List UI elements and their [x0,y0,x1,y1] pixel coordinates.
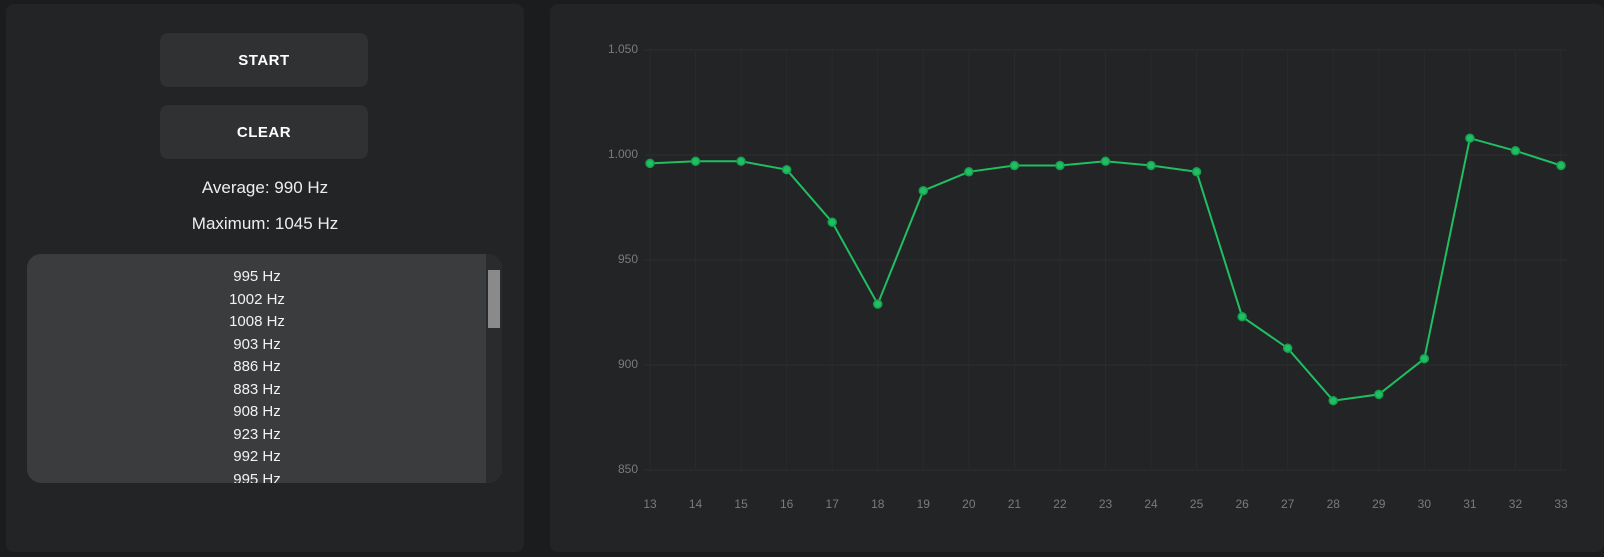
start-button[interactable]: START [160,33,368,87]
chart: 1.050 1.000 950 900 850 13 14 15 16 17 18 19 20 21 22 2… [608,42,1568,511]
chart-panel: 1.050 1.000 950 900 850 13 14 15 16 17 18 19 20 21 22 2… [550,4,1604,552]
x-tick-label: 29 [1372,497,1386,511]
point [1374,389,1384,400]
y-tick-label: 900 [618,357,638,371]
x-tick-label: 20 [962,497,976,511]
reading-item: 995 Hz [233,268,281,285]
x-tick-label: 32 [1509,497,1523,511]
x-tick-label: 22 [1053,497,1067,511]
x-tick-label: 33 [1554,497,1568,511]
reading-item: 1008 Hz [229,313,285,330]
point [827,217,837,227]
point [1191,167,1202,177]
point [873,299,883,309]
point [918,185,929,196]
readings-list[interactable]: 995 Hz 1002 Hz 1008 Hz 903 Hz 886 Hz 883 Hz 90… [27,254,502,483]
point [690,156,701,167]
point [1556,160,1566,171]
point [736,156,746,167]
point [645,158,655,169]
x-tick-label: 24 [1144,497,1158,511]
point [1009,160,1020,171]
x-tick-label: 25 [1190,497,1204,511]
reading-item: 903 Hz [233,335,281,353]
point [964,167,974,177]
point [1282,343,1293,353]
reading-item: 886 Hz [233,358,281,375]
x-tick-label: 31 [1463,497,1477,511]
y-tick-label: 1.050 [608,42,638,56]
reading-item: 923 Hz [233,425,281,443]
point [1510,146,1521,156]
average-text: Average: 990 Hz [201,178,329,197]
x-tick-label: 28 [1327,497,1341,511]
reading-item: 992 Hz [233,448,281,465]
reading-item: 995 Hz [233,470,281,484]
x-tick-label: 18 [871,497,885,511]
scroll-thumb[interactable] [488,270,500,328]
point [1419,353,1430,364]
x-tick-label: 27 [1281,497,1295,511]
x-tick-label: 16 [780,497,794,511]
point [1100,156,1111,167]
x-tick-label: 23 [1099,497,1113,511]
clear-button[interactable]: CLEAR [160,105,368,159]
maximum-text: Maximum: 1045 Hz [191,214,339,233]
point [1055,160,1065,171]
y-tick-label: 1.000 [608,147,638,161]
x-tick-label: 15 [734,497,748,511]
x-tick-label: 14 [689,497,703,511]
x-tick-label: 21 [1008,497,1022,511]
point [1237,311,1247,322]
reading-item: 908 Hz [233,403,281,420]
point [1328,395,1338,406]
x-tick-label: 30 [1418,497,1432,511]
scrollbar[interactable] [486,254,502,483]
x-tick-label: 26 [1235,497,1249,511]
x-tick-label: 19 [917,497,931,511]
point [781,164,792,175]
x-tick-label: 13 [643,497,657,511]
control-panel: START CLEAR Average: 990 Hz Maximum: 104… [6,4,524,552]
readings-items: 995 Hz 1002 Hz 1008 Hz 903 Hz 886 Hz 883 Hz 90… [27,266,487,483]
point [1465,133,1475,143]
point [1146,160,1156,171]
reading-item: 1002 Hz [229,290,285,308]
x-tick-label: 17 [826,497,840,511]
y-tick-label: 850 [618,462,638,476]
y-tick-label: 950 [618,252,638,266]
reading-item: 883 Hz [233,380,281,398]
